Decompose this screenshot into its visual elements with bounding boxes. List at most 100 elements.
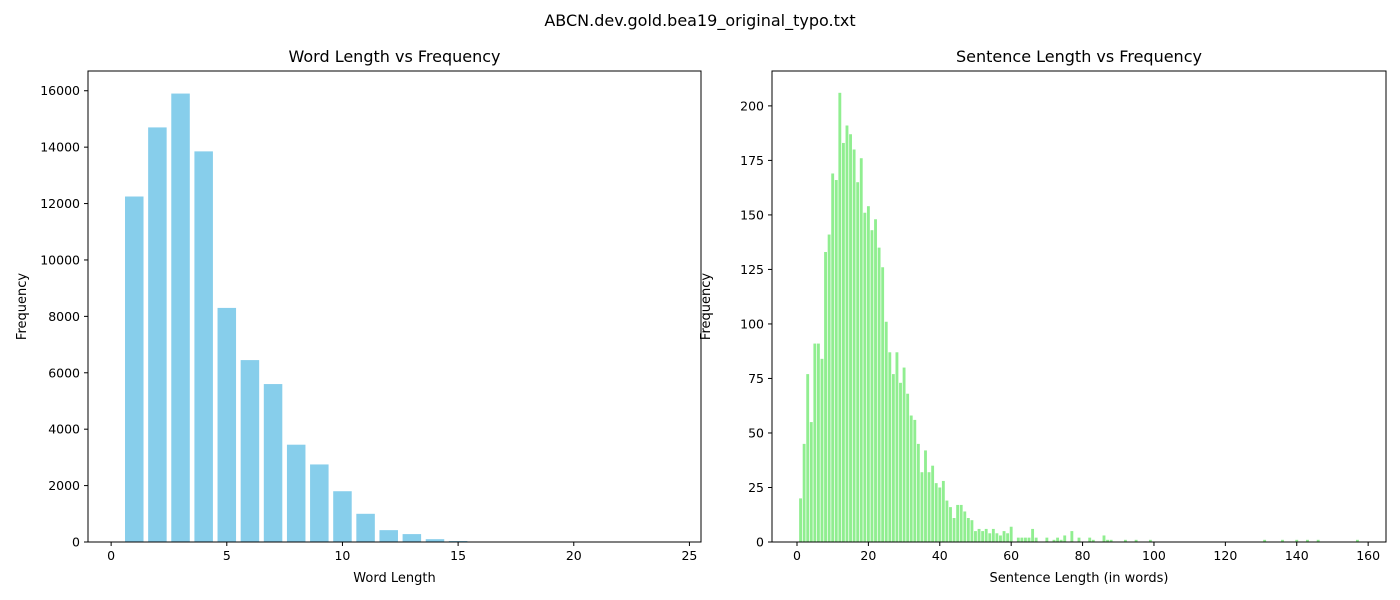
word-y-axis-label: Frequency [15, 273, 30, 340]
sentence-bar [949, 507, 952, 542]
word-y-tick-label: 0 [72, 535, 80, 550]
sentence-bar [913, 419, 917, 542]
sentence-bar [1020, 537, 1024, 542]
sentence-bar [981, 531, 985, 542]
word-plot-frame [87, 70, 702, 543]
word-y-tick-label: 4000 [48, 422, 80, 437]
sentence-bar [884, 321, 888, 542]
sentence-bar [941, 480, 945, 542]
sentence-y-tick-label: 50 [748, 425, 764, 440]
sentence-bar [831, 173, 835, 543]
word-y-tick-label: 8000 [48, 309, 80, 324]
sentence-y-tick-label: 125 [740, 262, 764, 277]
sentence-bar [841, 142, 845, 542]
sentence-bar [1123, 539, 1127, 542]
sentence-y-tick-label: 150 [740, 207, 764, 222]
sentence-bar [899, 382, 902, 542]
word-x-tick-label: 5 [223, 548, 231, 563]
sentence-bar [1077, 537, 1081, 542]
sentence-bar [1281, 539, 1284, 542]
word-bar [333, 491, 352, 542]
sentence-bar [859, 158, 863, 542]
sentence-bar [856, 182, 860, 542]
sentence-bar [1006, 533, 1010, 542]
sentence-bar [991, 528, 995, 542]
sentence-x-tick-label: 80 [1075, 548, 1091, 563]
sentence-bar [802, 443, 806, 543]
sentence-bar [1263, 539, 1267, 542]
sentence-bar [1091, 539, 1095, 542]
sentence-length-chart: 0 20 40 60 80 100 120 140 160 0 25 50 75 100 125 150 175… [699, 47, 1387, 586]
sentence-bar [909, 415, 913, 542]
sentence-x-tick-label: 120 [1213, 548, 1237, 563]
sentence-bar [806, 374, 810, 542]
sentence-bar [920, 472, 924, 542]
sentence-bar [970, 520, 974, 542]
sentence-bar [866, 206, 870, 542]
word-y-tick-label: 14000 [40, 140, 80, 155]
sentence-bar [1002, 531, 1006, 542]
sentence-bar [1016, 537, 1020, 542]
sentence-bar [834, 180, 838, 542]
sentence-bar [816, 343, 820, 542]
sentence-bar [1031, 528, 1035, 542]
word-bar [379, 530, 398, 542]
word-bar [356, 513, 375, 542]
sentence-x-axis-label: Sentence Length (in words) [990, 571, 1169, 586]
word-bar [171, 93, 190, 542]
sentence-bar [956, 504, 960, 542]
sentence-bar [966, 518, 970, 542]
word-bar [240, 360, 260, 542]
word-x-tick-label: 10 [334, 548, 350, 563]
sentence-bar [1295, 539, 1299, 542]
sentence-bar [820, 358, 824, 542]
sentence-y-tick-label: 0 [756, 535, 764, 550]
sentence-bar [1088, 537, 1092, 542]
sentence-bar [934, 483, 938, 543]
sentence-bar [924, 450, 927, 542]
sentence-x-tick-label: 20 [860, 548, 876, 563]
word-y-tick-label: 12000 [40, 196, 80, 211]
sentence-bar [874, 219, 877, 542]
sentence-bar [891, 374, 895, 542]
word-length-chart: 0 5 10 15 20 25 0 2000 4000 6000 8000 10000 12000 140… [15, 47, 702, 586]
sentence-y-tick-label: 175 [740, 153, 764, 168]
sentence-bar [952, 518, 956, 542]
sentence-bar [1024, 537, 1027, 542]
word-y-tick-label: 2000 [48, 478, 80, 493]
sentence-bar [999, 535, 1002, 542]
word-bar [217, 307, 237, 542]
sentence-bar [799, 498, 802, 542]
sentence-chart-title: Sentence Length vs Frequency [956, 47, 1202, 66]
sentence-bar [1009, 526, 1013, 542]
word-bar [310, 464, 329, 542]
sentence-bar [824, 251, 827, 543]
word-x-tick-label: 0 [107, 548, 115, 563]
sentence-bar [870, 230, 874, 542]
sentence-bar [852, 149, 856, 542]
sentence-y-tick-label: 75 [748, 371, 764, 386]
sentence-bar [1306, 539, 1309, 542]
sentence-y-tick-label: 25 [748, 480, 764, 495]
sentence-bar [945, 500, 949, 542]
sentence-bar [845, 125, 849, 542]
sentence-bar [827, 234, 831, 543]
sentence-bar [1063, 535, 1067, 542]
sentence-plot-frame [771, 70, 1387, 543]
sentence-bar [881, 267, 885, 542]
sentence-bar [877, 247, 881, 543]
word-y-tick-label: 6000 [48, 365, 80, 380]
sentence-bar [931, 465, 935, 542]
sentence-y-axis-label: Frequency [699, 273, 714, 340]
sentence-x-tick-label: 160 [1356, 548, 1380, 563]
word-bar [263, 384, 283, 542]
word-x-tick-label: 15 [450, 548, 466, 563]
word-bar [425, 539, 445, 542]
word-bar [286, 444, 306, 542]
sentence-bar [888, 352, 892, 542]
sentence-x-tick-label: 100 [1142, 548, 1166, 563]
sentence-y-tick-label: 100 [740, 316, 764, 331]
sentence-bar [1109, 539, 1113, 542]
sentence-bar [916, 443, 920, 543]
sentence-bar [1316, 539, 1320, 542]
